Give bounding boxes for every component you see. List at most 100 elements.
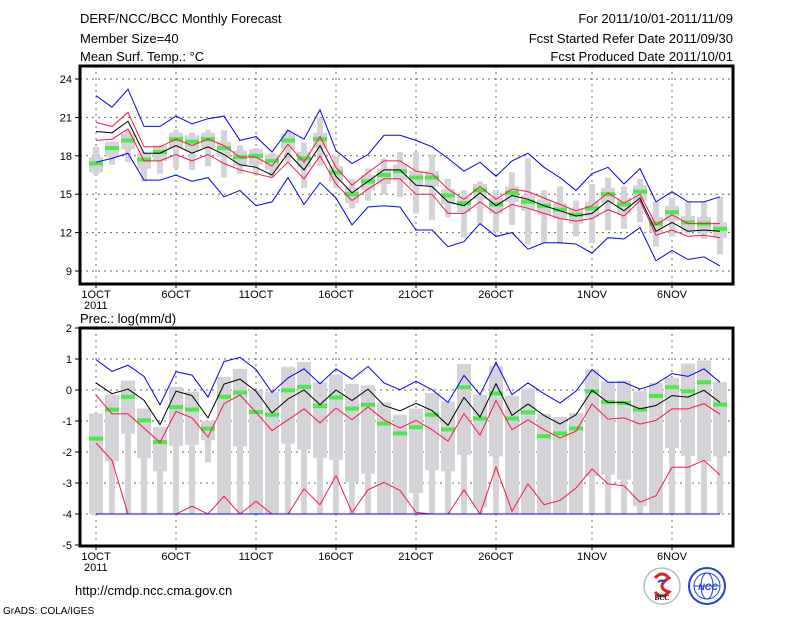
marker-bar <box>105 407 119 412</box>
box-bar <box>153 427 167 472</box>
whisker-bar <box>461 190 467 238</box>
box-bar <box>281 366 295 444</box>
box-bar <box>473 394 487 508</box>
series-line-max <box>95 88 721 203</box>
marker-bar <box>409 175 423 180</box>
box-bar <box>505 395 519 514</box>
marker-bar <box>137 157 151 162</box>
box-bar <box>489 365 503 457</box>
box-bar <box>89 413 103 514</box>
ncc-logo-text: NCC <box>698 582 718 592</box>
marker-bar <box>505 190 519 195</box>
grads-credit: GrADS: COLA/IGES <box>3 606 94 617</box>
marker-bar <box>425 175 439 180</box>
box-bar <box>697 360 711 462</box>
marker-bar <box>489 391 503 396</box>
marker-bar <box>649 393 663 398</box>
variable-label: Mean Surf. Temp.: °C <box>80 49 204 64</box>
whisker-bar <box>173 386 179 514</box>
marker-bar <box>265 158 279 163</box>
whisker-bar <box>173 130 179 169</box>
website-url[interactable]: http://cmdp.ncc.cma.gov.cn <box>75 583 232 598</box>
box-bar <box>265 391 279 514</box>
marker-bar <box>105 146 119 151</box>
box-bar <box>329 374 343 460</box>
box-bar <box>617 380 631 480</box>
marker-bar <box>633 407 647 412</box>
marker-bar <box>137 418 151 423</box>
whisker-bar <box>477 181 483 224</box>
x-tick-label: 6NOV <box>657 551 688 563</box>
whisker-bar <box>541 190 547 243</box>
marker-bar <box>201 426 215 431</box>
series-line-lower <box>95 442 721 516</box>
marker-bar <box>185 407 199 412</box>
x-tick-label: 26OCT <box>478 289 514 301</box>
box-bar <box>121 380 135 434</box>
marker-bar <box>601 192 615 197</box>
marker-bar <box>713 226 727 231</box>
box-bar <box>137 408 151 459</box>
y-tick-label: 9 <box>66 266 72 278</box>
y-tick-label: -4 <box>62 509 72 521</box>
box-bar <box>585 369 599 477</box>
marker-bar <box>649 221 663 226</box>
series-line-lower <box>95 128 721 239</box>
marker-bar <box>457 201 471 206</box>
whisker-bar <box>125 380 131 514</box>
y-tick-label: -2 <box>62 447 72 459</box>
marker-bar <box>697 380 711 385</box>
box-bar <box>393 414 407 514</box>
marker-bar <box>121 138 135 143</box>
box-bar <box>345 383 359 483</box>
x-tick-label: 11OCT <box>239 289 274 301</box>
marker-bar <box>217 394 231 399</box>
marker-bar <box>633 189 647 194</box>
box-bar <box>713 382 727 457</box>
whisker-bar <box>205 421 211 463</box>
precip-title: Prec.: log(mm/d) <box>80 311 176 326</box>
member-size: Member Size=40 <box>80 31 179 46</box>
y-tick-label: 24 <box>60 74 72 86</box>
marker-bar <box>665 210 679 215</box>
marker-bar <box>409 425 423 430</box>
marker-bar <box>489 202 503 207</box>
marker-bar <box>249 153 263 158</box>
box-bar <box>457 363 471 455</box>
box-bar <box>521 388 535 514</box>
box-bar <box>649 382 663 514</box>
box-bar <box>169 386 183 446</box>
box-bar <box>633 391 647 507</box>
box-bar <box>601 381 615 475</box>
bcc-logo-text: BCC <box>655 594 670 602</box>
marker-bar <box>297 384 311 389</box>
marker-bar <box>329 395 343 400</box>
marker-bar <box>681 220 695 225</box>
y-tick-label: 12 <box>60 228 72 240</box>
x-tick-label: 6NOV <box>657 289 688 301</box>
marker-bar <box>585 389 599 394</box>
x-tick-label: 1NOV <box>577 551 608 563</box>
series-line-upper <box>95 111 720 226</box>
series-line-mean <box>95 378 721 427</box>
marker-bar <box>473 188 487 193</box>
produced-date: Fcst Produced Date 2011/10/01 <box>550 49 733 64</box>
y-tick-label: -3 <box>62 478 72 490</box>
plot-frame <box>78 64 735 286</box>
marker-bar <box>217 146 231 151</box>
y-tick-label: 0 <box>66 385 72 397</box>
marker-bar <box>169 405 183 410</box>
box-bar <box>105 394 119 462</box>
x-tick-label: 16OCT <box>318 551 354 563</box>
box-bar <box>313 382 327 458</box>
series-line-min <box>95 152 721 267</box>
y-tick-label: 21 <box>60 112 72 124</box>
marker-bar <box>345 192 359 197</box>
marker-bar <box>393 431 407 436</box>
marker-bar <box>473 416 487 421</box>
x-tick-label: 21OCT <box>398 289 434 301</box>
y-tick-label: 15 <box>60 189 72 201</box>
marker-bar <box>713 402 727 407</box>
